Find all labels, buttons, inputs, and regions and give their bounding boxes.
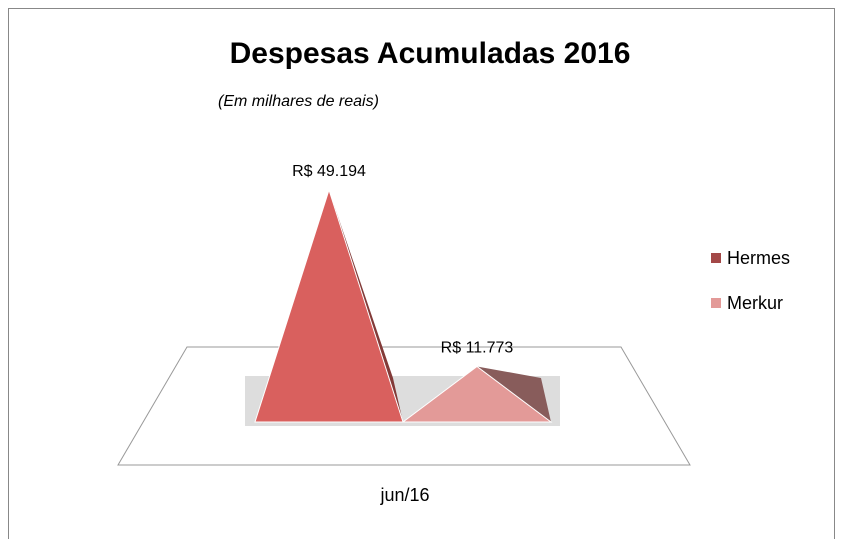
data-label: R$ 11.773 [441,340,514,357]
data-label: R$ 49.194 [292,163,366,180]
x-tick-label: jun/16 [379,485,429,505]
legend-label: Hermes [727,248,790,268]
legend-swatch [711,253,721,263]
chart-title: Despesas Acumuladas 2016 [230,37,631,70]
pyramid-face [254,188,404,423]
legend-label: Merkur [727,293,783,313]
pyramid-face [401,365,553,423]
chart-subtitle: (Em milhares de reais) [218,93,379,110]
legend-swatch [711,298,721,308]
